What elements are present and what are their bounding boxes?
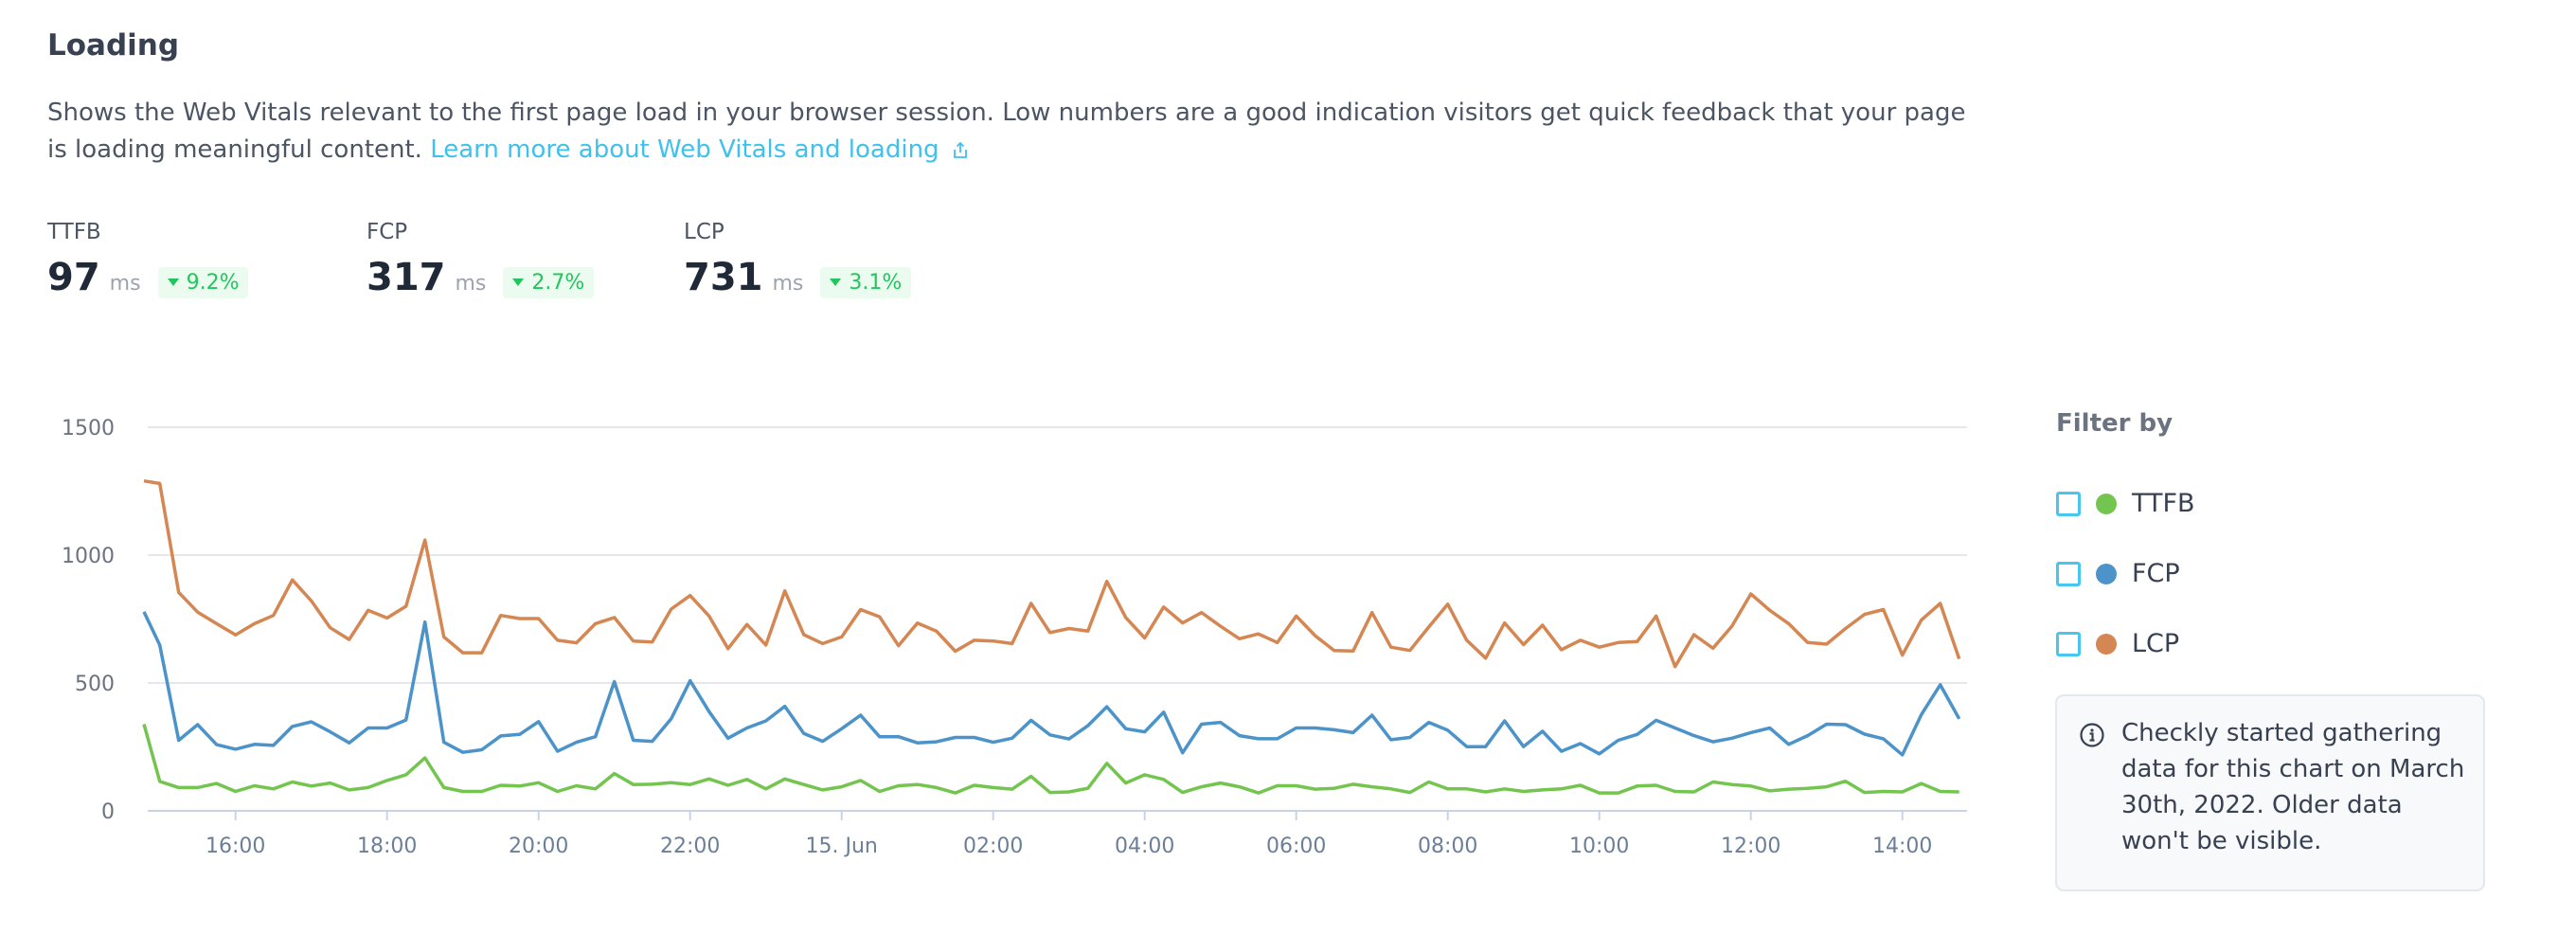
- legend-dot-icon: [2096, 563, 2117, 584]
- y-tick-label: 1500: [62, 417, 115, 440]
- change-value: 9.2%: [186, 270, 240, 295]
- external-link-icon: [953, 142, 967, 158]
- stat-ttfb: TTFB 97 ms 9.2%: [47, 220, 249, 302]
- learn-more-link-label: Learn more about Web Vitals and loading: [430, 135, 939, 164]
- x-tick-label: 10:00: [1569, 835, 1629, 858]
- series-line-lcp: [143, 478, 1961, 669]
- stat-label: TTFB: [47, 220, 101, 244]
- filter-label: FCP: [2132, 559, 2180, 588]
- section-description: Shows the Web Vitals relevant to the fir…: [47, 95, 1979, 169]
- stat-label: LCP: [684, 220, 724, 244]
- legend-dot-icon: [2096, 633, 2117, 655]
- x-tick-label: 08:00: [1418, 835, 1477, 858]
- x-tick-label: 02:00: [963, 835, 1023, 858]
- series-line-ttfb: [142, 724, 1959, 795]
- x-tick-label: 06:00: [1266, 835, 1326, 858]
- x-tick-label: 18:00: [357, 835, 417, 858]
- trend-down-icon: [167, 278, 179, 286]
- change-badge: 9.2%: [157, 266, 249, 298]
- stat-value: 731: [684, 256, 763, 299]
- change-badge: 3.1%: [820, 266, 912, 298]
- filter-item-fcp[interactable]: FCP: [2056, 559, 2180, 588]
- checkbox[interactable]: [2056, 491, 2081, 516]
- trend-down-icon: [830, 278, 842, 286]
- filter-title: Filter by: [2056, 409, 2174, 438]
- learn-more-link[interactable]: Learn more about Web Vitals and loading: [430, 135, 967, 164]
- info-icon: [2080, 723, 2104, 747]
- stat-unit: ms: [109, 272, 141, 296]
- info-box: Checkly started gathering data for this …: [2055, 694, 2485, 891]
- y-tick-label: 1000: [62, 545, 115, 568]
- checkbox[interactable]: [2056, 561, 2081, 586]
- change-badge: 2.7%: [503, 266, 595, 298]
- x-tick-label: 04:00: [1115, 835, 1174, 858]
- stat-value: 317: [367, 256, 446, 299]
- x-tick-label: 22:00: [660, 835, 720, 858]
- y-tick-label: 0: [101, 800, 115, 824]
- x-tick-label: 15. Jun: [806, 835, 878, 858]
- stat-unit: ms: [455, 272, 487, 296]
- description-text: Shows the Web Vitals relevant to the fir…: [47, 99, 1966, 164]
- filter-item-lcp[interactable]: LCP: [2056, 629, 2179, 658]
- y-tick-label: 500: [75, 673, 115, 696]
- x-tick-label: 20:00: [509, 835, 568, 858]
- info-text: Checkly started gathering data for this …: [2121, 719, 2465, 855]
- checkbox[interactable]: [2056, 631, 2081, 656]
- stat-fcp: FCP 317 ms 2.7%: [367, 220, 595, 302]
- filter-item-ttfb[interactable]: TTFB: [2056, 489, 2195, 518]
- web-vitals-line-chart[interactable]: 0 500 1000 1500 16:00 18:00 20:00 22:00 15. Jun 0…: [0, 379, 1989, 871]
- stat-unit: ms: [772, 272, 804, 296]
- series-line-fcp: [142, 611, 1961, 757]
- filter-label: TTFB: [2132, 489, 2195, 518]
- filter-label: LCP: [2132, 629, 2180, 658]
- section-title: Loading: [47, 28, 180, 63]
- trend-down-icon: [512, 278, 525, 286]
- x-tick-label: 12:00: [1721, 835, 1780, 858]
- x-tick-label: 16:00: [206, 835, 265, 858]
- x-tick-label: 14:00: [1872, 835, 1932, 858]
- legend-dot-icon: [2096, 493, 2117, 514]
- change-value: 2.7%: [531, 270, 585, 295]
- stat-lcp: LCP 731 ms 3.1%: [684, 220, 912, 302]
- stat-value: 97: [47, 256, 100, 299]
- change-value: 3.1%: [849, 270, 903, 295]
- stat-label: FCP: [367, 220, 408, 244]
